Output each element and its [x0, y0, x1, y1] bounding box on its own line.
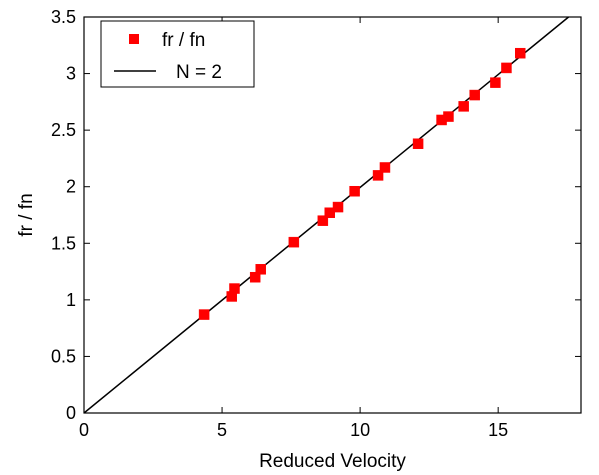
scatter-point: [229, 283, 240, 294]
y-tick-label: 3.5: [51, 7, 76, 27]
x-tick-label: 0: [79, 420, 89, 440]
y-tick-label: 2.5: [51, 120, 76, 140]
scatter-point: [379, 162, 391, 173]
y-tick-label: 3: [66, 64, 76, 84]
y-axis-title: fr / fn: [16, 193, 37, 236]
y-axis: 0 0.5 1 1.5 2 2.5 3 3.5: [51, 7, 581, 423]
scatter-point: [412, 138, 424, 149]
scatter-point: [349, 185, 360, 197]
scatter-point: [332, 201, 344, 213]
x-tick-label: 15: [488, 420, 508, 440]
x-axis-title: Reduced Velocity: [259, 451, 406, 472]
scatter-point: [317, 215, 329, 226]
scatter-point: [288, 236, 300, 248]
y-tick-label: 1.5: [51, 233, 76, 253]
series-markers-layer: [198, 47, 526, 320]
x-tick-label: 10: [350, 420, 370, 440]
x-tick-label: 5: [217, 420, 227, 440]
scatter-point: [255, 264, 266, 275]
y-tick-label: 0.5: [51, 346, 76, 366]
legend-label-n-2: N = 2: [176, 62, 222, 83]
scatter-point: [458, 101, 469, 112]
x-axis: 0 5 10 15: [79, 17, 508, 440]
legend-box: [100, 20, 255, 88]
y-tick-label: 0: [66, 403, 76, 423]
scatter-point: [249, 271, 261, 283]
scatter-point: [372, 170, 384, 181]
scatter-point: [469, 89, 480, 101]
legend-marker-fr-fn: [129, 34, 139, 44]
y-tick-label: 1: [66, 290, 76, 310]
scatter-point: [443, 111, 454, 122]
legend: fr / fn N = 2: [100, 20, 255, 88]
scatter-point: [324, 207, 335, 218]
scatter-point: [501, 62, 512, 74]
scatter-point: [490, 77, 501, 88]
legend-label-fr-fn: fr / fn: [162, 30, 205, 51]
scatter-point: [515, 47, 526, 59]
scatter-point: [198, 309, 210, 320]
y-tick-label: 2: [66, 177, 76, 197]
